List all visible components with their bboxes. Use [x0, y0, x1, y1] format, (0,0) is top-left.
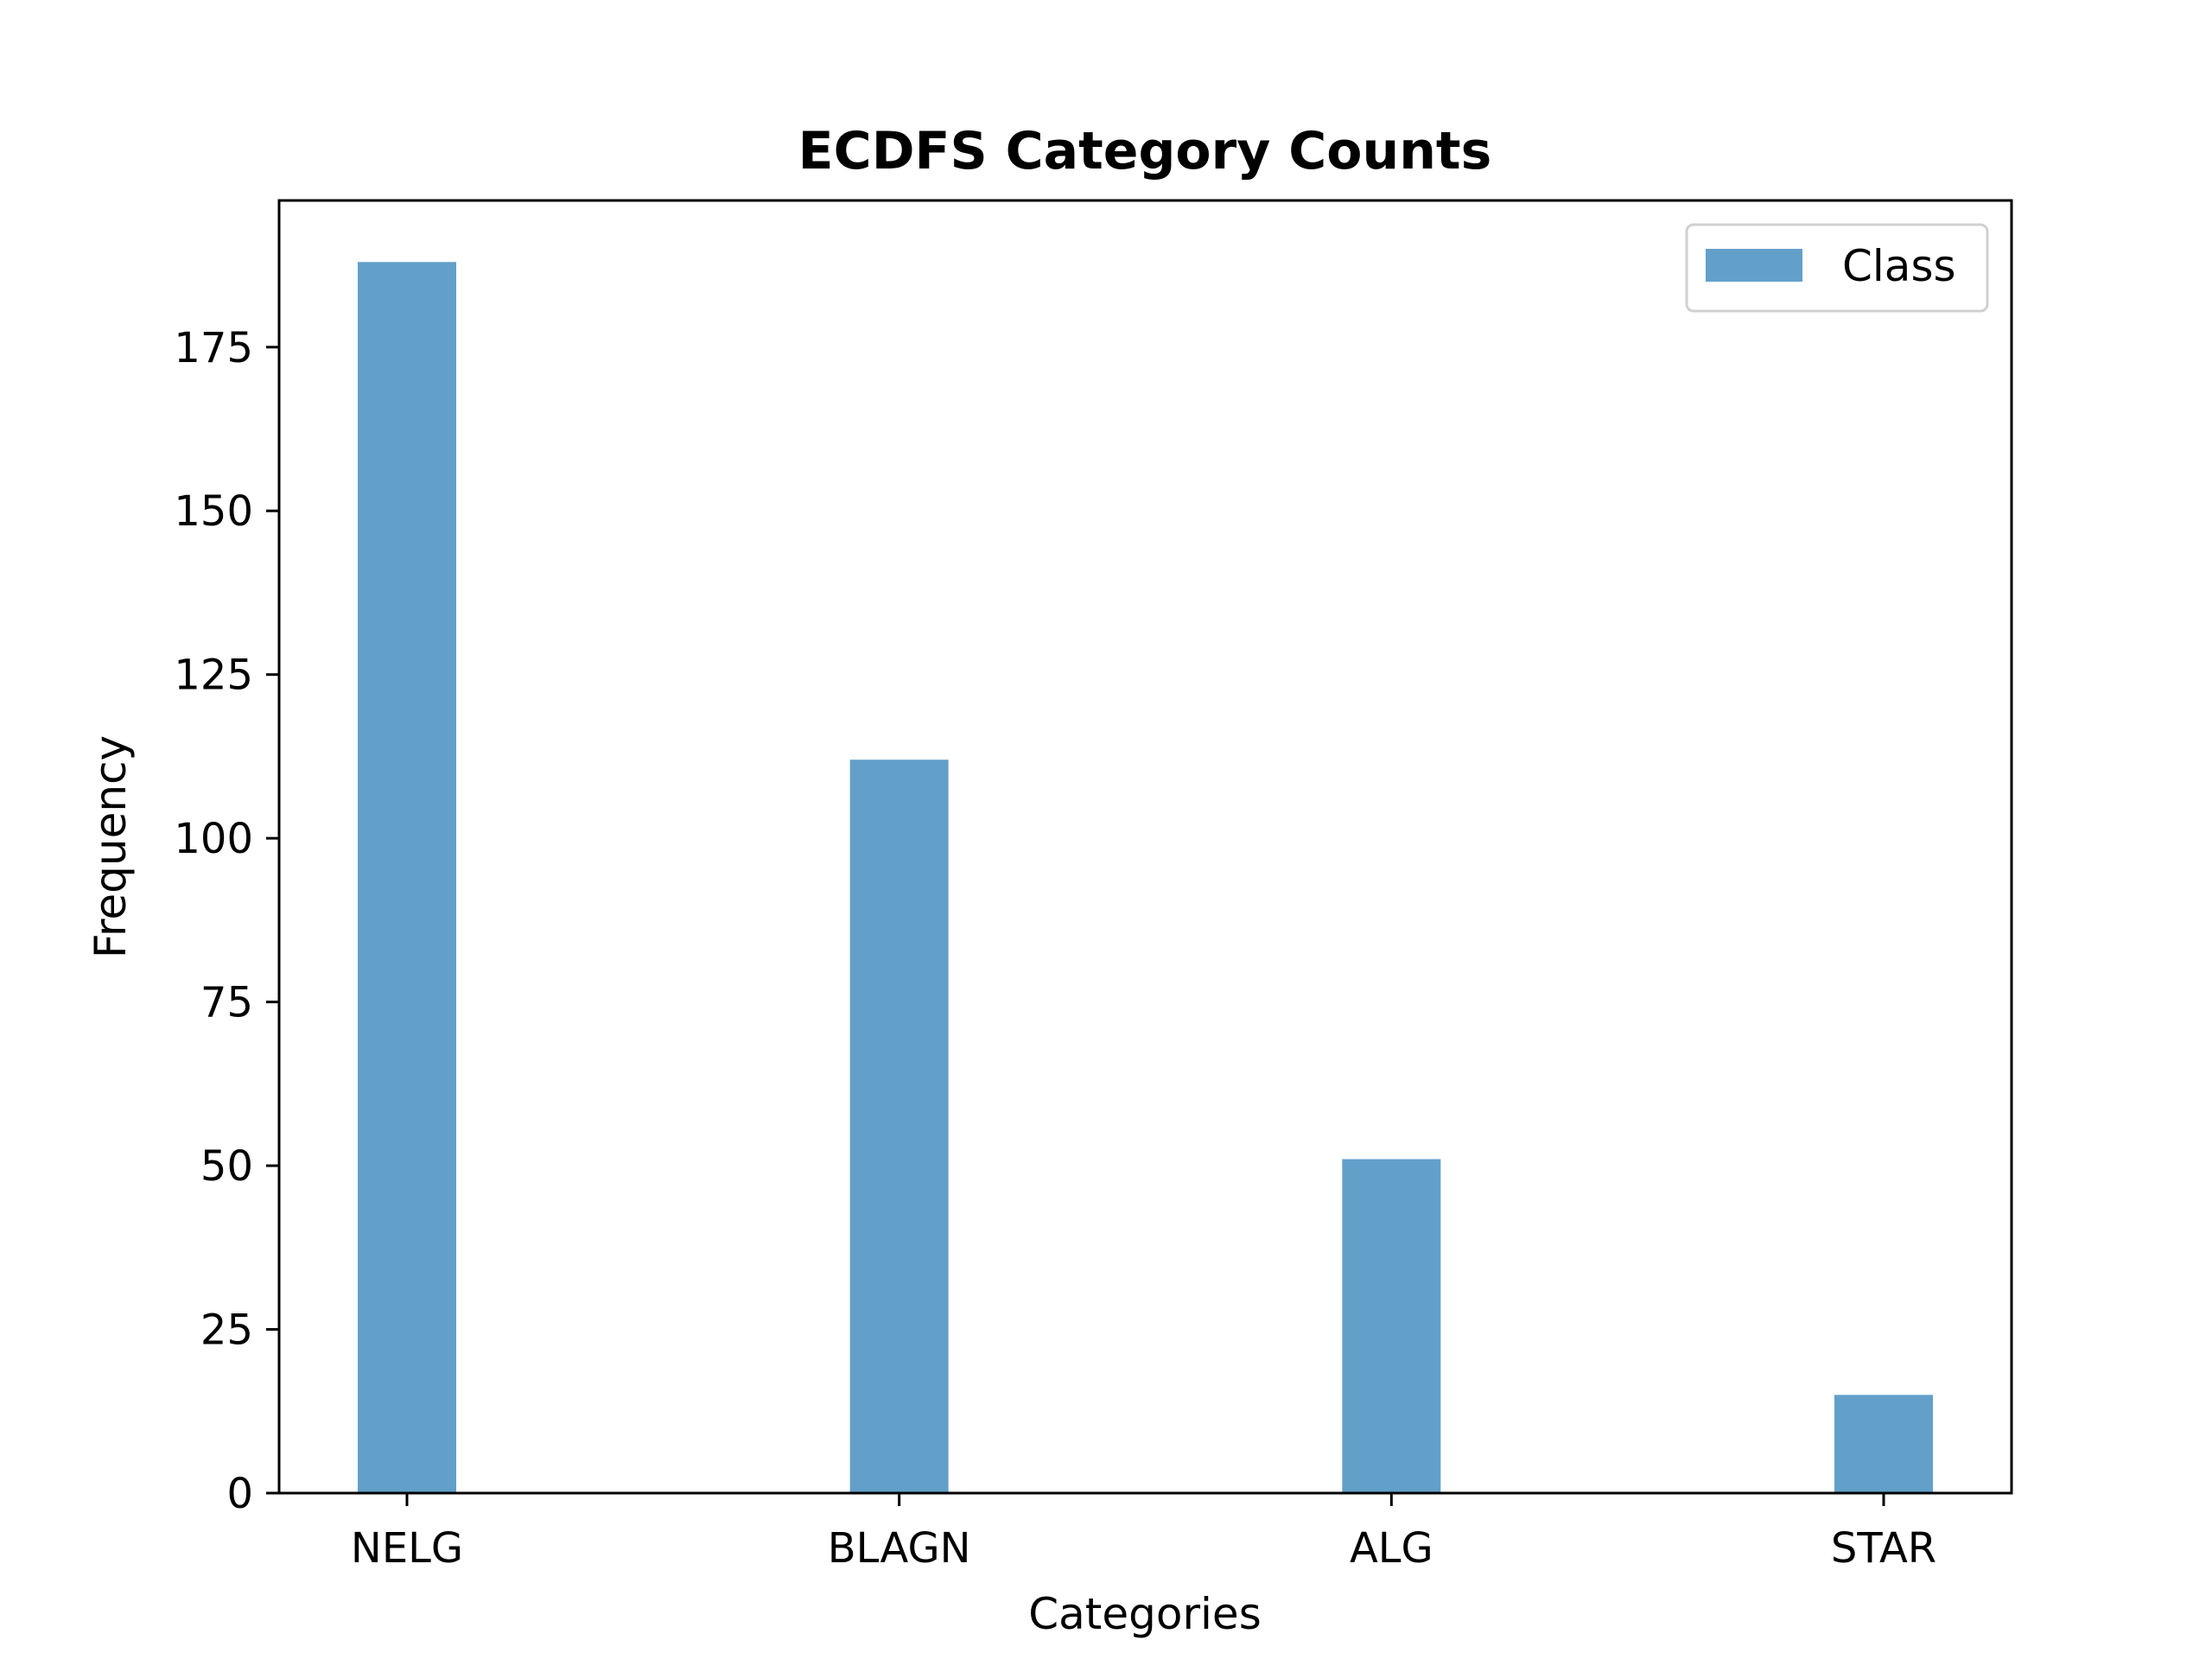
x-axis-label: Categories	[1028, 1589, 1262, 1639]
y-tick-label: 0	[226, 1470, 253, 1518]
plot-frame	[277, 199, 2013, 1495]
bar-star	[1834, 1395, 1933, 1493]
legend: Class	[1685, 223, 1989, 313]
y-tick-label: 150	[174, 487, 253, 536]
legend-frame	[1685, 223, 1989, 313]
y-axis-label: Frequency	[86, 735, 136, 958]
x-tick-label-alg: ALG	[1350, 1524, 1433, 1573]
y-tick-label: 75	[200, 979, 253, 1027]
bars-layer	[358, 262, 1933, 1494]
y-tick-label: 100	[174, 815, 253, 863]
y-tick-label: 25	[200, 1306, 253, 1355]
y-tick-label: 50	[200, 1142, 253, 1191]
chart-title: ECDFS Category Counts	[798, 121, 1492, 181]
legend-swatch	[1706, 249, 1802, 282]
legend-label: Class	[1842, 241, 1956, 291]
x-tick-label-nelg: NELG	[351, 1524, 463, 1573]
x-tick-label-blagn: BLAGN	[828, 1524, 971, 1573]
bar-alg	[1342, 1159, 1441, 1493]
y-tick-label: 175	[174, 324, 253, 372]
x-tick-label-star: STAR	[1831, 1524, 1936, 1573]
bar-blagn	[849, 760, 949, 1493]
x-axis-ticks: NELG BLAGN ALG STAR	[351, 1493, 1936, 1573]
bar-nelg	[358, 262, 456, 1494]
y-axis-ticks: 0 25 50 75 100 125 150 175	[174, 324, 279, 1518]
y-tick-label: 125	[174, 652, 253, 700]
